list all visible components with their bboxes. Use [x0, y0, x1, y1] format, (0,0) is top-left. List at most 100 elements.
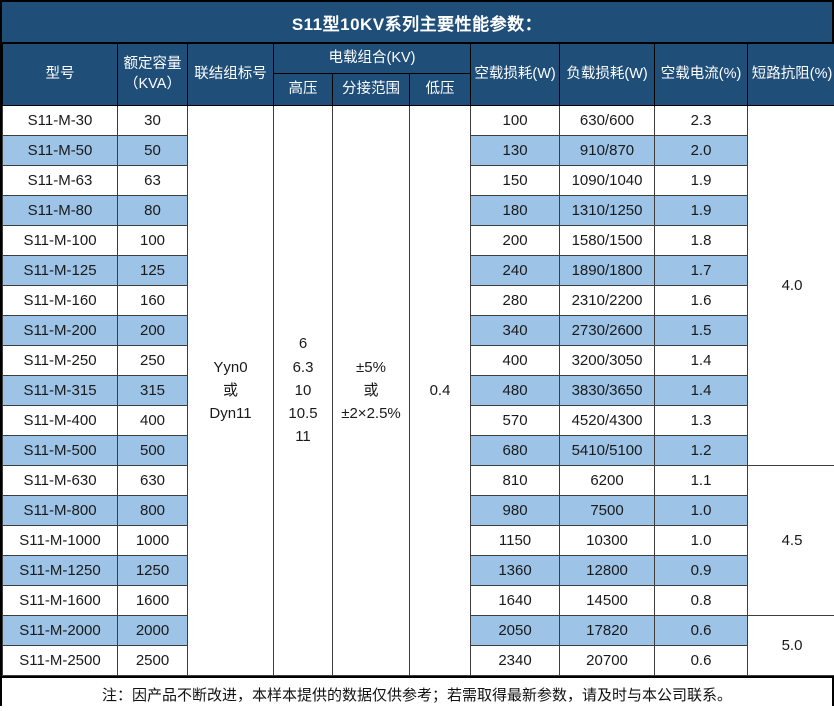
- cell-model: S11-M-250: [3, 346, 118, 376]
- cell-model: S11-M-315: [3, 376, 118, 406]
- cell-model: S11-M-2000: [3, 616, 118, 646]
- col-header-load-loss: 负载损耗(W): [560, 44, 655, 106]
- cell-impedance-merged: 5.0: [748, 616, 834, 676]
- cell-load-loss: 2310/2200: [560, 286, 655, 316]
- cell-load-loss: 6200: [560, 466, 655, 496]
- cell-load-loss: 1310/1250: [560, 196, 655, 226]
- cell-capacity: 2500: [118, 646, 188, 676]
- cell-no-load-loss: 200: [471, 226, 560, 256]
- cell-load-loss: 1090/1040: [560, 166, 655, 196]
- cell-capacity: 100: [118, 226, 188, 256]
- cell-capacity: 160: [118, 286, 188, 316]
- cell-load-loss: 910/870: [560, 136, 655, 166]
- cell-no-load-current: 0.6: [655, 616, 748, 646]
- cell-no-load-loss: 150: [471, 166, 560, 196]
- cell-no-load-loss: 1150: [471, 526, 560, 556]
- cell-capacity: 80: [118, 196, 188, 226]
- cell-capacity: 800: [118, 496, 188, 526]
- cell-model: S11-M-400: [3, 406, 118, 436]
- cell-model: S11-M-1000: [3, 526, 118, 556]
- cell-model: S11-M-200: [3, 316, 118, 346]
- cell-model: S11-M-100: [3, 226, 118, 256]
- cell-capacity: 500: [118, 436, 188, 466]
- cell-load-loss: 10300: [560, 526, 655, 556]
- cell-model: S11-M-1250: [3, 556, 118, 586]
- cell-model: S11-M-63: [3, 166, 118, 196]
- cell-load-loss: 1890/1800: [560, 256, 655, 286]
- cell-load-loss: 12800: [560, 556, 655, 586]
- col-header-hv: 高压: [274, 74, 333, 106]
- page-title: S11型10KV系列主要性能参数：: [2, 2, 832, 43]
- cell-load-loss: 630/600: [560, 106, 655, 136]
- cell-no-load-loss: 480: [471, 376, 560, 406]
- cell-tap-range-merged: ±5% 或 ±2×2.5%: [333, 106, 410, 676]
- cell-no-load-current: 1.7: [655, 256, 748, 286]
- cell-capacity: 315: [118, 376, 188, 406]
- cell-model: S11-M-80: [3, 196, 118, 226]
- cell-model: S11-M-30: [3, 106, 118, 136]
- cell-model: S11-M-500: [3, 436, 118, 466]
- cell-no-load-loss: 2340: [471, 646, 560, 676]
- cell-no-load-current: 1.6: [655, 286, 748, 316]
- cell-no-load-current: 0.6: [655, 646, 748, 676]
- cell-hv-merged: 6 6.3 10 10.5 11: [274, 106, 333, 676]
- col-header-tap-range: 分接范围: [333, 74, 410, 106]
- cell-no-load-loss: 570: [471, 406, 560, 436]
- col-header-no-load-loss: 空载损耗(W): [471, 44, 560, 106]
- cell-model: S11-M-1600: [3, 586, 118, 616]
- cell-no-load-current: 1.2: [655, 436, 748, 466]
- cell-no-load-current: 1.4: [655, 346, 748, 376]
- cell-no-load-current: 1.9: [655, 166, 748, 196]
- cell-impedance-merged: 4.0: [748, 106, 834, 466]
- cell-load-loss: 5410/5100: [560, 436, 655, 466]
- cell-capacity: 63: [118, 166, 188, 196]
- cell-no-load-loss: 980: [471, 496, 560, 526]
- cell-no-load-current: 0.9: [655, 556, 748, 586]
- cell-no-load-current: 1.1: [655, 466, 748, 496]
- col-header-impedance: 短路抗阻(%): [748, 44, 834, 106]
- cell-no-load-current: 1.3: [655, 406, 748, 436]
- cell-no-load-current: 1.8: [655, 226, 748, 256]
- cell-model: S11-M-2500: [3, 646, 118, 676]
- cell-model: S11-M-160: [3, 286, 118, 316]
- cell-model: S11-M-800: [3, 496, 118, 526]
- cell-load-loss: 17820: [560, 616, 655, 646]
- cell-no-load-loss: 180: [471, 196, 560, 226]
- cell-no-load-current: 1.5: [655, 316, 748, 346]
- cell-capacity: 50: [118, 136, 188, 166]
- cell-load-loss: 7500: [560, 496, 655, 526]
- cell-no-load-loss: 100: [471, 106, 560, 136]
- cell-load-loss: 14500: [560, 586, 655, 616]
- cell-capacity: 1000: [118, 526, 188, 556]
- cell-load-loss: 20700: [560, 646, 655, 676]
- cell-no-load-current: 2.0: [655, 136, 748, 166]
- cell-no-load-loss: 400: [471, 346, 560, 376]
- cell-capacity: 200: [118, 316, 188, 346]
- cell-no-load-current: 0.8: [655, 586, 748, 616]
- cell-capacity: 250: [118, 346, 188, 376]
- cell-no-load-loss: 340: [471, 316, 560, 346]
- cell-no-load-loss: 810: [471, 466, 560, 496]
- cell-no-load-current: 1.9: [655, 196, 748, 226]
- cell-no-load-loss: 280: [471, 286, 560, 316]
- cell-load-loss: 4520/4300: [560, 406, 655, 436]
- cell-capacity: 125: [118, 256, 188, 286]
- cell-capacity: 1600: [118, 586, 188, 616]
- col-header-lv: 低压: [410, 74, 471, 106]
- cell-impedance-merged: 4.5: [748, 466, 834, 616]
- table-header: 型号 额定容量 （KVA） 联结组标号 电载组合(KV) 空载损耗(W) 负载损…: [3, 44, 834, 106]
- col-header-connection: 联结组标号: [188, 44, 274, 106]
- col-header-capacity: 额定容量 （KVA）: [118, 44, 188, 106]
- cell-no-load-current: 1.4: [655, 376, 748, 406]
- cell-no-load-current: 2.3: [655, 106, 748, 136]
- spec-table: 型号 额定容量 （KVA） 联结组标号 电载组合(KV) 空载损耗(W) 负载损…: [2, 43, 834, 676]
- cell-load-loss: 2730/2600: [560, 316, 655, 346]
- cell-model: S11-M-125: [3, 256, 118, 286]
- col-header-voltage-group: 电载组合(KV): [274, 44, 471, 74]
- cell-lv-merged: 0.4: [410, 106, 471, 676]
- cell-capacity: 1250: [118, 556, 188, 586]
- cell-capacity: 630: [118, 466, 188, 496]
- col-header-no-load-current: 空载电流(%): [655, 44, 748, 106]
